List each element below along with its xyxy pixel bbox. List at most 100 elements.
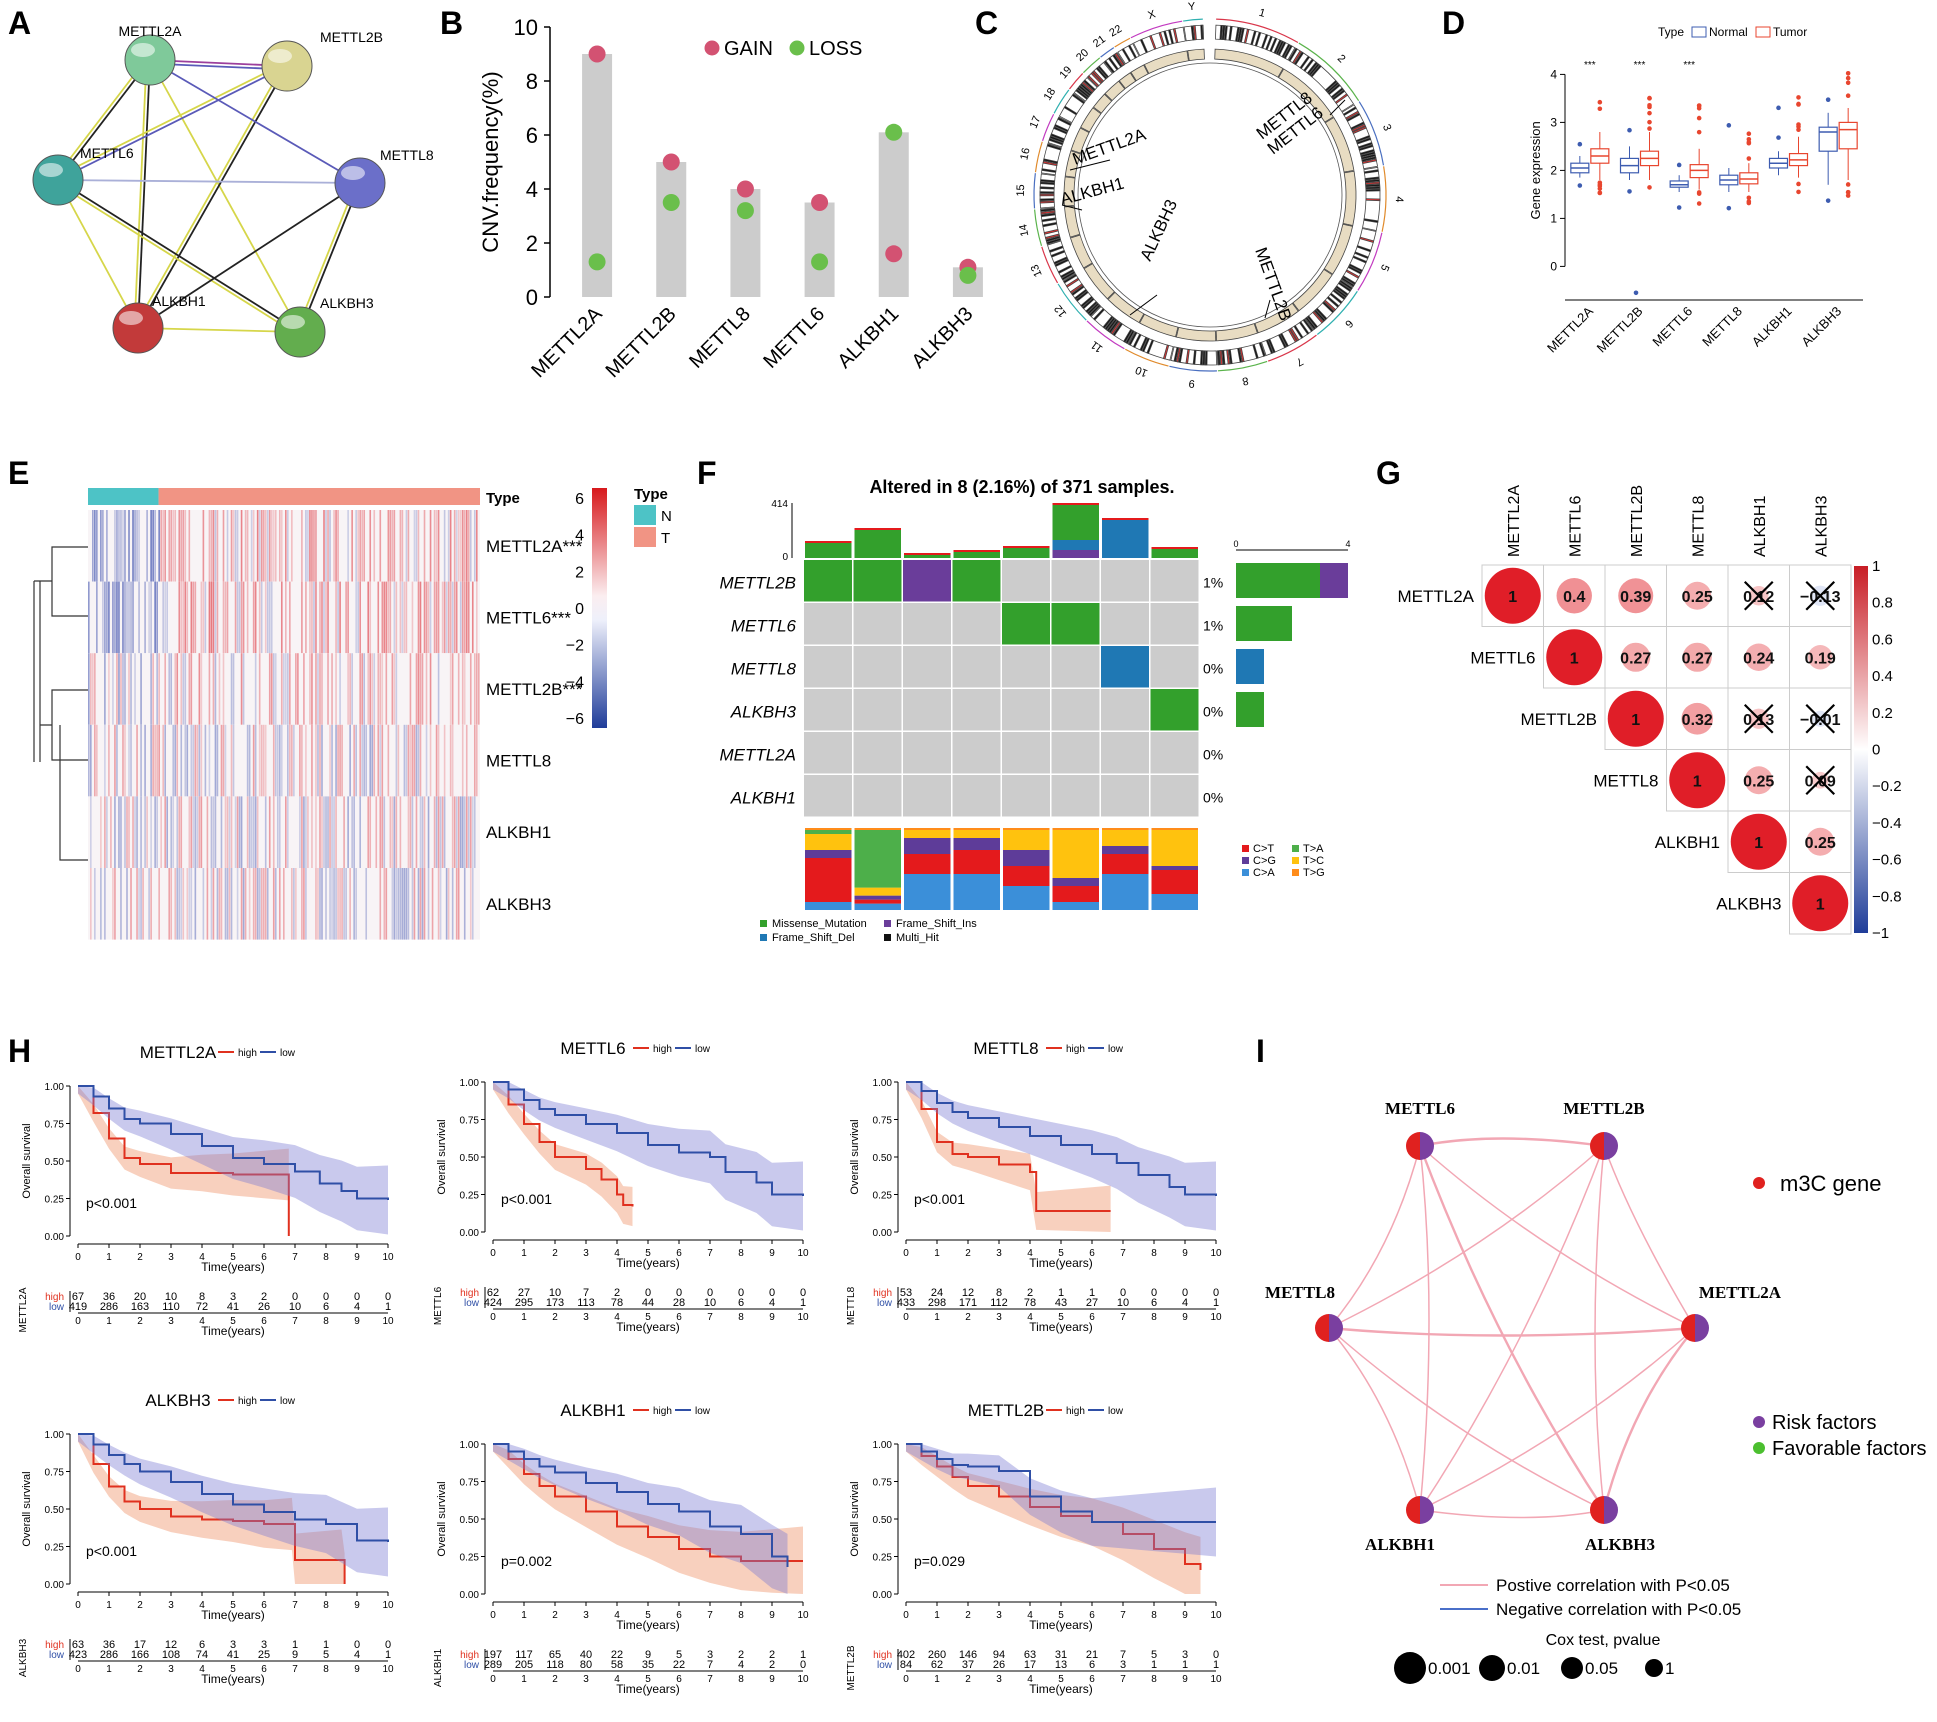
risk-high-count: 0 bbox=[1120, 1287, 1126, 1299]
panel-g: G METTL2AMETTL2AMETTL6METTL6METTL2BMETTL… bbox=[1376, 455, 1902, 942]
km-x-tick-label: 2 bbox=[965, 1610, 971, 1621]
risk-x-tick-label: 6 bbox=[676, 1312, 682, 1323]
heatmap-cell bbox=[415, 510, 418, 582]
oncoplot-cell bbox=[952, 560, 1001, 602]
titv-legend-label: T>C bbox=[1303, 855, 1324, 867]
legend-neg-label: Negative correlation with P<0.05 bbox=[1496, 1600, 1741, 1619]
tmb-bar bbox=[1003, 546, 1050, 558]
node-risk-half bbox=[1604, 1496, 1618, 1524]
inner-track bbox=[1083, 263, 1115, 300]
risk-high-count: 0 bbox=[323, 1291, 329, 1303]
heatmap-cell bbox=[395, 581, 398, 654]
risk-x-tick-label: 4 bbox=[614, 1674, 620, 1685]
risk-low-count: 72 bbox=[196, 1301, 208, 1313]
node-label: METTL2A bbox=[118, 23, 182, 39]
risk-high-count: 2 bbox=[738, 1649, 744, 1661]
heatmap-cell bbox=[208, 653, 211, 725]
heatmap-cell bbox=[333, 510, 335, 582]
heatmap-cell bbox=[274, 653, 277, 725]
heatmap-cell bbox=[114, 581, 116, 654]
ideogram-stripe bbox=[1243, 28, 1250, 44]
heatmap-cell bbox=[192, 581, 195, 654]
heatmap-cell bbox=[363, 724, 366, 797]
heatmap-cell bbox=[204, 581, 207, 654]
km-x-tick-label: 9 bbox=[769, 1248, 775, 1259]
titv-segment bbox=[1003, 866, 1050, 886]
heatmap-cell bbox=[339, 868, 341, 940]
heatmap-cell bbox=[154, 510, 156, 582]
correlation-circle bbox=[1683, 581, 1712, 610]
heatmap-cell bbox=[307, 796, 309, 868]
heatmap-cell bbox=[359, 510, 361, 582]
chromosome-label: 5 bbox=[1378, 263, 1391, 273]
heatmap-cell bbox=[122, 724, 124, 797]
heatmap-cell bbox=[168, 868, 171, 940]
km-x-tick-label: 8 bbox=[323, 1600, 329, 1611]
heatmap-cell bbox=[405, 581, 408, 654]
heatmap-cell bbox=[96, 724, 98, 797]
ideogram-stripe bbox=[1305, 316, 1317, 330]
heatmap-cell bbox=[409, 724, 412, 797]
titv-legend-swatch bbox=[1242, 869, 1249, 876]
heatmap-cell bbox=[230, 653, 233, 725]
risk-high-count: 63 bbox=[1024, 1649, 1036, 1661]
panel-b-label: B bbox=[440, 5, 463, 41]
heatmap-cell bbox=[188, 653, 191, 725]
oncoplot-cell bbox=[903, 646, 951, 688]
risk-x-tick-label: 4 bbox=[199, 1664, 205, 1675]
ideogram-stripe bbox=[1190, 25, 1195, 41]
heatmap-cell bbox=[435, 796, 438, 868]
outlier bbox=[1597, 182, 1603, 188]
risk-x-tick-label: 8 bbox=[1151, 1674, 1157, 1685]
oncoplot-pct-label: 0% bbox=[1203, 661, 1223, 677]
chromosome-color-arc bbox=[1216, 18, 1299, 44]
outlier bbox=[1726, 205, 1732, 211]
heatmap-cell bbox=[427, 868, 430, 940]
color-scale-tick: −6 bbox=[566, 711, 584, 728]
chromosome-color-arc bbox=[1125, 348, 1169, 367]
risk-table-gene: ALKBH3 bbox=[18, 1638, 29, 1677]
risk-low-count: 173 bbox=[546, 1297, 564, 1309]
risk-high-count: 1 bbox=[1089, 1287, 1095, 1299]
ideogram-stripe bbox=[1365, 181, 1381, 185]
km-x-tick-label: 4 bbox=[1027, 1248, 1033, 1259]
gain-point bbox=[588, 45, 606, 63]
heatmap-cell bbox=[321, 581, 323, 654]
heatmap-cell bbox=[429, 653, 432, 725]
heatmap-cell bbox=[453, 510, 456, 582]
heatmap-cell bbox=[301, 796, 303, 868]
heatmap-cell bbox=[391, 510, 394, 582]
heatmap-cell bbox=[405, 868, 408, 940]
cox-legend-dot bbox=[1394, 1652, 1426, 1684]
heatmap-cell bbox=[351, 510, 353, 582]
heatmap-cell bbox=[461, 653, 464, 725]
inner-track bbox=[1070, 127, 1090, 154]
heatmap-cell bbox=[301, 724, 303, 797]
heatmap-cell bbox=[413, 724, 416, 797]
outlier bbox=[1696, 103, 1702, 109]
heatmap-cell bbox=[130, 581, 132, 654]
heatmap-cell bbox=[389, 510, 392, 582]
km-title: ALKBH1 bbox=[560, 1401, 625, 1420]
ideogram-stripe bbox=[1092, 70, 1105, 83]
heatmap-cell bbox=[389, 581, 392, 654]
heatmap-cell bbox=[190, 868, 193, 940]
heatmap-cell bbox=[194, 868, 197, 940]
heatmap-cell bbox=[226, 510, 229, 582]
heatmap-cell bbox=[473, 510, 476, 582]
heatmap-cell bbox=[465, 796, 468, 868]
top-axis-tick: 0 bbox=[782, 552, 788, 563]
km-y-tick-label: 1.00 bbox=[45, 1430, 65, 1441]
titv-segment bbox=[1052, 886, 1099, 902]
risk-x-tick-label: 7 bbox=[707, 1312, 713, 1323]
node-risk-half bbox=[1329, 1314, 1343, 1342]
heatmap-cell bbox=[206, 868, 209, 940]
ideogram-stripe bbox=[1354, 251, 1369, 260]
heatmap-cell bbox=[401, 581, 404, 654]
ideogram-stripe bbox=[1172, 28, 1179, 44]
km-x-tick-label: 5 bbox=[645, 1610, 651, 1621]
ideogram-stripe bbox=[1363, 169, 1379, 174]
heatmap-cell bbox=[411, 796, 414, 868]
ideogram-stripe bbox=[1360, 151, 1376, 158]
